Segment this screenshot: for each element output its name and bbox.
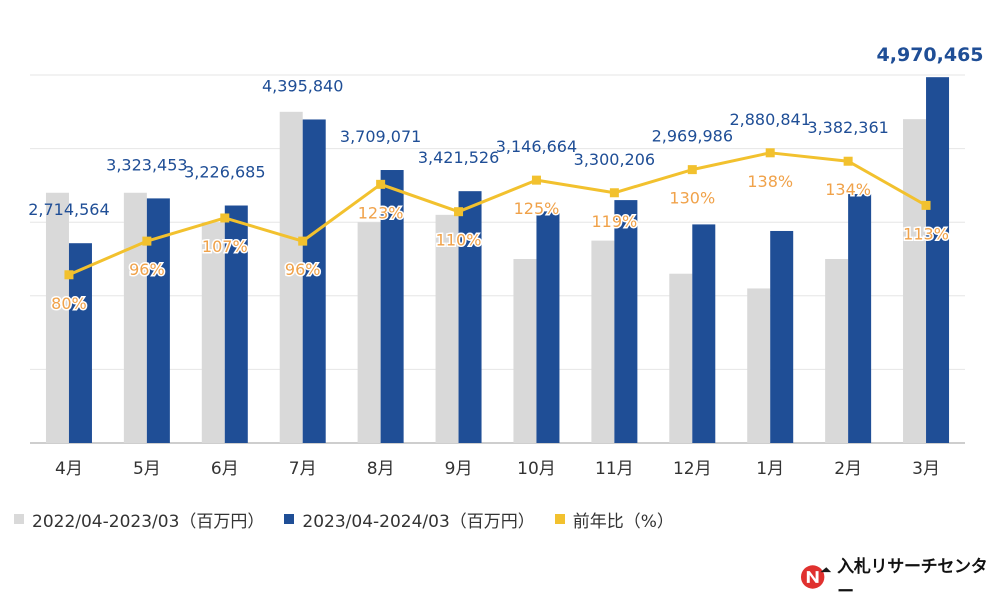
bar-current-year <box>770 230 794 443</box>
x-tick-label: 10月 <box>517 459 556 479</box>
company-logo: 入札リサーチセンター <box>800 557 1000 602</box>
bar-current-year <box>68 243 92 443</box>
bar-prev-year <box>669 273 693 443</box>
legend-label-yoy: 前年比（%） <box>572 511 674 532</box>
x-tick-label: 3月 <box>912 459 940 479</box>
bar-prev-year <box>45 192 69 443</box>
bar-value-label: 2,880,841 <box>729 110 810 129</box>
yoy-value-label: 134% <box>825 180 871 199</box>
bar-value-label: 2,714,564 <box>28 200 109 219</box>
yoy-value-label: 123% <box>358 203 404 222</box>
x-tick-label: 6月 <box>211 459 239 479</box>
yoy-marker <box>843 156 853 166</box>
yoy-line <box>68 151 927 277</box>
bar-value-label: 4,395,840 <box>262 76 343 95</box>
bar-value-label: 4,970,465 <box>877 44 984 66</box>
bar-prev-year <box>357 222 381 443</box>
bar-current-year <box>536 211 560 443</box>
bar-value-label: 2,969,986 <box>652 127 733 146</box>
bar-value-label: 3,323,453 <box>106 155 187 174</box>
x-tick-label: 12月 <box>673 459 712 479</box>
bar-current-year <box>458 191 482 443</box>
x-tick-label: 4月 <box>55 459 83 479</box>
legend-swatch-yoy <box>554 514 565 524</box>
bar-current-year <box>302 119 326 443</box>
yoy-marker <box>921 200 931 210</box>
yoy-marker <box>765 148 775 158</box>
bar-value-label: 3,382,361 <box>807 118 888 137</box>
legend-swatch-prev-year <box>14 514 24 524</box>
yoy-marker <box>687 165 697 175</box>
legend-label-prev-year: 2022/04-2023/03（百万円） <box>32 511 265 532</box>
bar-current-year <box>926 77 950 444</box>
x-tick-label: 9月 <box>445 459 473 479</box>
x-tick-label: 2月 <box>834 459 862 479</box>
bar-prev-year <box>201 222 225 443</box>
bar-prev-year <box>825 259 849 443</box>
legend: 2022/04-2023/03（百万円） 2023/04-2024/03（百万円… <box>14 506 694 532</box>
bar-prev-year <box>123 192 147 443</box>
legend-label-current-year: 2023/04-2024/03（百万円） <box>302 511 535 532</box>
bar-prev-year <box>747 288 771 443</box>
bar-value-label: 3,226,685 <box>184 163 265 182</box>
yoy-value-label: 138% <box>747 172 793 191</box>
x-tick-label: 8月 <box>367 459 395 479</box>
bar-current-year <box>848 194 872 443</box>
bar-value-label: 3,709,071 <box>340 127 421 146</box>
bar-current-year <box>614 200 638 443</box>
legend-item-prev-year[interactable]: 2022/04-2023/03（百万円） <box>14 507 264 532</box>
bar-prev-year <box>279 111 303 444</box>
legend-item-current-year[interactable]: 2023/04-2024/03（百万円） <box>284 507 535 532</box>
bar-value-label: 3,421,526 <box>418 148 499 167</box>
yoy-marker <box>376 179 386 189</box>
bar-prev-year <box>435 214 459 443</box>
nr-logo-icon <box>800 565 832 589</box>
yoy-marker <box>142 236 152 246</box>
x-tick-label: 5月 <box>133 459 161 479</box>
logo-text: 入札リサーチセンター <box>837 557 988 602</box>
yoy-value-label: 125% <box>514 199 560 218</box>
yoy-value-label: 96% <box>129 260 165 279</box>
yoy-marker <box>298 236 308 246</box>
yoy-value-label: 107% <box>202 237 248 256</box>
bar-current-year <box>380 170 404 443</box>
bar-prev-year <box>903 119 927 443</box>
bar-current-year <box>692 224 716 443</box>
yoy-marker <box>609 188 619 198</box>
bar-current-year <box>224 205 248 443</box>
yoy-value-label: 80% <box>51 294 87 313</box>
x-tick-label: 1月 <box>756 459 784 479</box>
bar-value-label: 3,300,206 <box>574 150 655 169</box>
yoy-marker <box>531 175 541 185</box>
bar-current-year <box>146 198 170 443</box>
bar-value-label: 3,146,664 <box>496 137 577 156</box>
yoy-value-label: 110% <box>436 231 482 250</box>
yoy-value-label: 113% <box>903 224 949 243</box>
yoy-value-label: 96% <box>285 260 321 279</box>
x-tick-label: 7月 <box>289 459 317 479</box>
bar-prev-year <box>591 240 615 443</box>
x-tick-label: 11月 <box>595 459 634 479</box>
yoy-marker <box>220 213 230 223</box>
legend-item-yoy[interactable]: 前年比（%） <box>554 507 674 532</box>
legend-swatch-current-year <box>284 514 295 524</box>
bar-prev-year <box>513 259 537 443</box>
yoy-marker <box>64 270 74 280</box>
yoy-value-label: 119% <box>592 212 638 231</box>
yoy-value-label: 130% <box>669 189 715 208</box>
yoy-marker <box>454 207 464 217</box>
